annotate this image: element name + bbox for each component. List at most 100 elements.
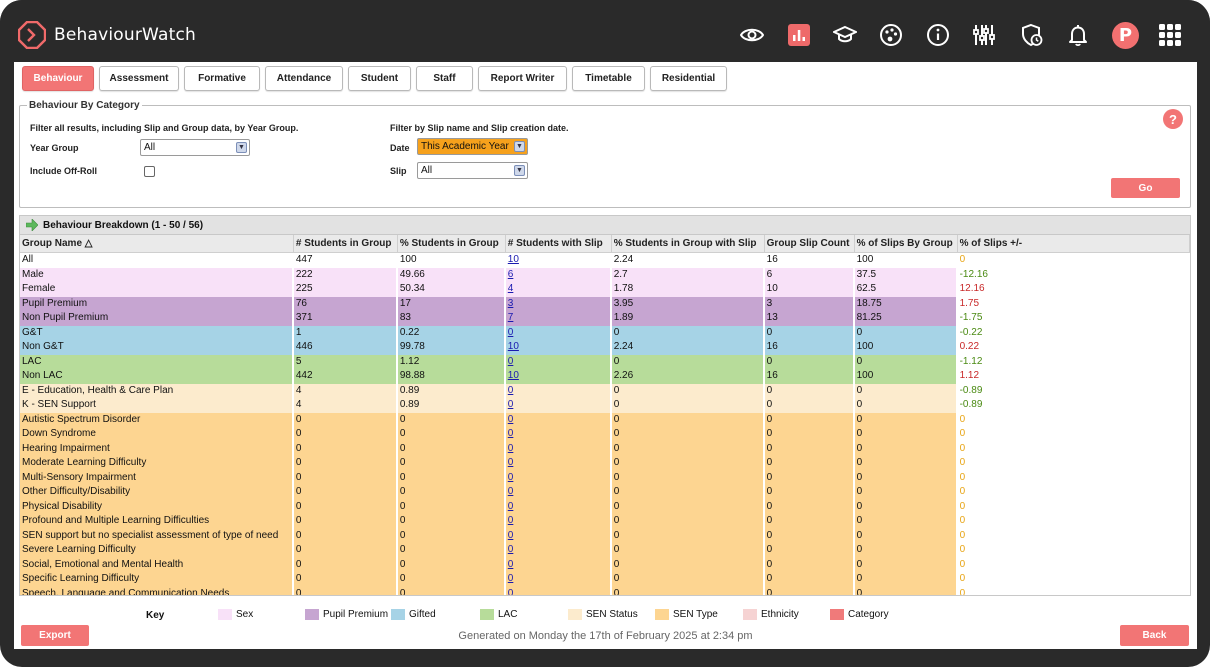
students-with-slip-link[interactable]: 0: [507, 500, 514, 512]
table-row[interactable]: Down Syndrome 0 0 0 0 0 0 0: [20, 427, 1190, 442]
students-with-slip-link[interactable]: 0: [507, 529, 514, 541]
table-row[interactable]: K - SEN Support 4 0.89 0 0 0 0 -0.89: [20, 398, 1190, 413]
students-with-slip-link[interactable]: 0: [507, 471, 514, 483]
col-pct-students-with-slip[interactable]: % Students in Group with Slip: [611, 235, 765, 253]
students-with-slip-link[interactable]: 0: [507, 428, 514, 440]
bell-icon[interactable]: [1065, 22, 1091, 48]
students-with-slip-link[interactable]: 0: [507, 326, 514, 338]
table-row[interactable]: SEN support but no specialist assessment…: [20, 528, 1190, 543]
table-row[interactable]: G&T 1 0.22 0 0 0 0 -0.22: [20, 325, 1190, 340]
table-row[interactable]: Non LAC 442 98.88 10 2.26 16 100 1.12: [20, 369, 1190, 384]
cell-slip-count: 0: [764, 470, 855, 485]
table-row[interactable]: Multi-Sensory Impairment 0 0 0 0 0 0 0: [20, 470, 1190, 485]
cell-slip-count: 16: [764, 253, 855, 268]
cell-students-with-slip: 0: [505, 456, 612, 471]
key-label: SEN Status: [586, 609, 638, 620]
shield-clock-icon[interactable]: [1019, 22, 1045, 48]
students-with-slip-link[interactable]: 0: [507, 442, 514, 454]
col-students-in-group[interactable]: # Students in Group: [293, 235, 398, 253]
chart-icon[interactable]: [786, 22, 812, 48]
year-group-select[interactable]: All ▼: [140, 139, 250, 156]
table-row[interactable]: Female 225 50.34 4 1.78 10 62.5 12.16: [20, 282, 1190, 297]
palette-icon[interactable]: [878, 22, 904, 48]
table-row[interactable]: Specific Learning Difficulty 0 0 0 0 0 0 0: [20, 572, 1190, 587]
date-label: Date: [390, 143, 410, 153]
date-select[interactable]: This Academic Year ▼: [417, 138, 528, 155]
cell-students-with-slip: 10: [505, 253, 612, 268]
table-row[interactable]: Profound and Multiple Learning Difficult…: [20, 514, 1190, 529]
cell-pct-slips-by-group: 62.5: [854, 282, 958, 297]
tab-timetable[interactable]: Timetable: [572, 66, 645, 91]
export-button[interactable]: Export: [21, 625, 89, 646]
cell-slip-count: 0: [764, 543, 855, 558]
students-with-slip-link[interactable]: 7: [507, 312, 514, 324]
tab-behaviour[interactable]: Behaviour: [22, 66, 94, 91]
tab-student[interactable]: Student: [348, 66, 411, 91]
col-students-with-slip[interactable]: # Students with Slip: [505, 235, 612, 253]
help-icon[interactable]: ?: [1163, 109, 1183, 129]
tab-attendance[interactable]: Attendance: [265, 66, 343, 91]
table-row[interactable]: Non Pupil Premium 371 83 7 1.89 13 81.25 -1.75: [20, 311, 1190, 326]
tab-residential[interactable]: Residential: [650, 66, 727, 91]
cell-pct-slips-by-group: 81.25: [854, 311, 958, 326]
col-pct-students-in-group[interactable]: % Students in Group: [397, 235, 506, 253]
cell-pct-slips-diff: 0.22: [958, 340, 1190, 355]
table-row[interactable]: Male 222 49.66 6 2.7 6 37.5 -12.16: [20, 267, 1190, 282]
cell-pct-with-slip: 2.24: [611, 253, 765, 268]
sliders-icon[interactable]: [971, 22, 997, 48]
breakdown-table-container[interactable]: Group Name △ # Students in Group % Stude…: [19, 235, 1191, 596]
tab-assessment[interactable]: Assessment: [99, 66, 179, 91]
info-icon[interactable]: [925, 22, 951, 48]
eye-icon[interactable]: [739, 22, 765, 48]
col-group-slip-count[interactable]: Group Slip Count: [764, 235, 855, 253]
students-with-slip-link[interactable]: 0: [507, 544, 514, 556]
table-row[interactable]: Autistic Spectrum Disorder 0 0 0 0 0 0 0: [20, 412, 1190, 427]
behaviourwatch-logo-icon[interactable]: [18, 21, 46, 49]
table-row[interactable]: Social, Emotional and Mental Health 0 0 0 0 0…: [20, 557, 1190, 572]
tab-staff[interactable]: Staff: [416, 66, 473, 91]
table-row[interactable]: Other Difficulty/Disability 0 0 0 0 0 0 0: [20, 485, 1190, 500]
back-button[interactable]: Back: [1120, 625, 1189, 646]
col-pct-slips-by-group[interactable]: % of Slips By Group: [854, 235, 958, 253]
students-with-slip-link[interactable]: 10: [507, 341, 519, 353]
students-with-slip-link[interactable]: 3: [507, 297, 514, 309]
col-pct-slips-diff[interactable]: % of Slips +/-: [957, 235, 1190, 253]
slip-select[interactable]: All ▼: [417, 162, 528, 179]
graduation-cap-icon[interactable]: [832, 22, 858, 48]
table-row[interactable]: Speech, Language and Communication Needs…: [20, 586, 1190, 596]
students-with-slip-link[interactable]: 0: [507, 558, 514, 570]
table-row[interactable]: LAC 5 1.12 0 0 0 0 -1.12: [20, 354, 1190, 369]
go-button[interactable]: Go: [1111, 178, 1180, 198]
table-row[interactable]: Pupil Premium 76 17 3 3.95 3 18.75 1.75: [20, 296, 1190, 311]
avatar[interactable]: P: [1112, 22, 1139, 49]
table-row[interactable]: All 447 100 10 2.24 16 100 0: [20, 253, 1190, 268]
students-with-slip-link[interactable]: 0: [507, 384, 514, 396]
tab-formative[interactable]: Formative: [184, 66, 260, 91]
students-with-slip-link[interactable]: 0: [507, 515, 514, 527]
table-row[interactable]: Non G&T 446 99.78 10 2.24 16 100 0.22: [20, 340, 1190, 355]
include-offroll-checkbox[interactable]: [144, 166, 155, 177]
table-row[interactable]: Physical Disability 0 0 0 0 0 0 0: [20, 499, 1190, 514]
students-with-slip-link[interactable]: 0: [507, 486, 514, 498]
students-with-slip-link[interactable]: 6: [507, 268, 514, 280]
cell-students-with-slip: 0: [505, 499, 612, 514]
tab-report-writer[interactable]: Report Writer: [478, 66, 567, 91]
students-with-slip-link[interactable]: 10: [507, 254, 519, 266]
students-with-slip-link[interactable]: 4: [507, 283, 514, 295]
students-with-slip-link[interactable]: 10: [507, 370, 519, 382]
students-with-slip-link[interactable]: 0: [507, 457, 514, 469]
table-row[interactable]: E - Education, Health & Care Plan 4 0.89 0 0…: [20, 383, 1190, 398]
apps-grid-icon[interactable]: [1157, 22, 1183, 48]
col-group-name[interactable]: Group Name △: [20, 235, 294, 253]
table-row[interactable]: Moderate Learning Difficulty 0 0 0 0 0 0 0: [20, 456, 1190, 471]
table-row[interactable]: Hearing Impairment 0 0 0 0 0 0 0: [20, 441, 1190, 456]
students-with-slip-link[interactable]: 0: [507, 355, 514, 367]
students-with-slip-link[interactable]: 0: [507, 573, 514, 585]
cell-students: 0: [293, 557, 398, 572]
students-with-slip-link[interactable]: 0: [507, 587, 514, 596]
cell-pct-slips-by-group: 100: [854, 253, 958, 268]
cell-slip-count: 10: [764, 282, 855, 297]
students-with-slip-link[interactable]: 0: [507, 399, 514, 411]
table-row[interactable]: Severe Learning Difficulty 0 0 0 0 0 0 0: [20, 543, 1190, 558]
students-with-slip-link[interactable]: 0: [507, 413, 514, 425]
